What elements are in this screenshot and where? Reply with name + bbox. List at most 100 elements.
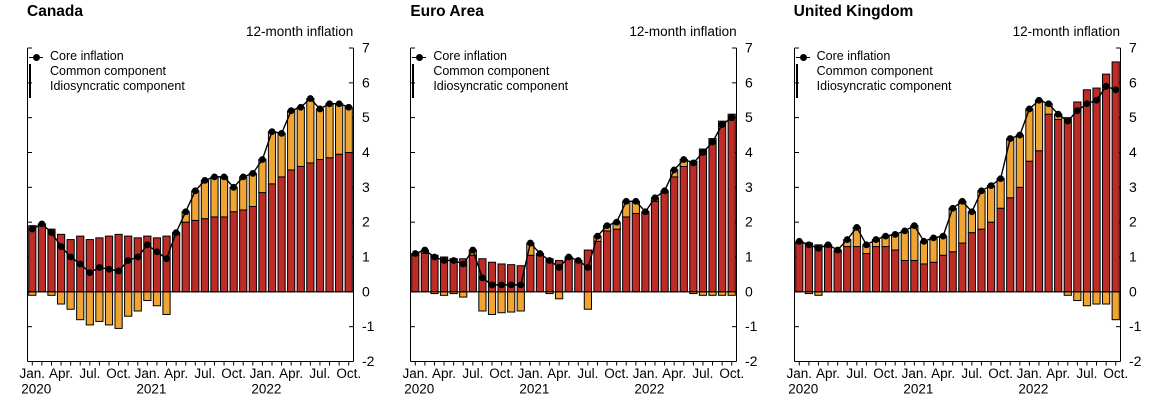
core-dot [632, 197, 640, 205]
legend-item-idiosyncratic: Idiosyncratic component [795, 79, 952, 98]
idiosyncratic-swatch-icon [412, 79, 426, 98]
core-dot [86, 269, 94, 277]
core-dot [278, 129, 285, 137]
bar-common [335, 153, 344, 293]
core-dot [728, 114, 736, 122]
bar-idiosyncratic [584, 291, 593, 310]
core-dot [565, 253, 573, 261]
core-line [415, 117, 733, 286]
x-tick-label: Oct. [221, 366, 246, 381]
legend-label: Idiosyncratic component [816, 79, 952, 93]
core-dot [987, 182, 995, 189]
y-tick-label: 5 [362, 109, 370, 125]
legend-label: Common component [50, 64, 167, 78]
core-dot [795, 237, 803, 245]
core-dot [76, 260, 84, 268]
bar-idiosyncratic [315, 108, 325, 160]
y-tick-label: 0 [362, 283, 370, 299]
y-tick-label: -1 [1129, 318, 1142, 334]
core-dot [833, 246, 841, 254]
core-dot [517, 281, 525, 289]
bar-common [239, 209, 248, 293]
bar-common [104, 235, 114, 293]
bar-idiosyncratic [76, 291, 85, 321]
bar-idiosyncratic [287, 110, 296, 171]
core-dot [862, 241, 870, 249]
bar-common [564, 258, 574, 293]
x-tick-label: Jul. [846, 366, 867, 381]
bar-common [306, 162, 315, 293]
bar-idiosyncratic [258, 158, 267, 194]
core-dot [958, 197, 966, 205]
core-dot-icon [795, 50, 810, 63]
core-dot [28, 225, 36, 233]
y-tick-label: 5 [745, 109, 753, 125]
bar-common [909, 259, 919, 293]
bar-common [584, 249, 593, 293]
bar-common [66, 239, 75, 293]
y-tick-label: -2 [745, 353, 758, 369]
bar-idiosyncratic [1101, 291, 1110, 305]
bar-common [191, 219, 200, 293]
bar-idiosyncratic [459, 291, 468, 298]
bar-common [996, 207, 1005, 293]
idiosyncratic-swatch-icon [29, 79, 43, 98]
core-dot [1083, 100, 1090, 108]
core-dot [642, 208, 650, 216]
x-tick-label: Apr. [931, 366, 955, 381]
legend-label: Idiosyncratic component [433, 79, 569, 93]
bar-common [948, 251, 957, 293]
bar-common [718, 120, 727, 293]
core-dot [853, 223, 860, 231]
x-tick-label: Apr. [49, 366, 73, 381]
core-dot [105, 265, 113, 273]
bar-common [219, 216, 229, 293]
bar-common [315, 158, 325, 293]
bar-common [172, 233, 181, 293]
x-tick-label: Apr. [1046, 366, 1070, 381]
axis-unit-label: 12-month inflation [246, 24, 354, 39]
bar-idiosyncratic [1072, 291, 1082, 302]
idiosyncratic-swatch-icon [795, 79, 810, 98]
bar-idiosyncratic [344, 106, 353, 153]
bar-common [929, 261, 938, 293]
bar-idiosyncratic [114, 291, 123, 329]
core-dot [1102, 82, 1110, 90]
x-year-label: 2021 [903, 382, 933, 397]
core-dot [421, 246, 429, 254]
chart-legend: Core inflation Common component Idiosync… [412, 49, 569, 98]
bar-common [248, 205, 257, 293]
bar-common [900, 259, 909, 293]
x-tick-label: Oct. [106, 366, 131, 381]
bar-idiosyncratic [497, 291, 507, 314]
bar-common [325, 157, 334, 293]
bar-common [699, 148, 708, 293]
bar-common [296, 165, 305, 293]
bar-idiosyncratic [95, 291, 104, 322]
y-tick-label: 7 [1129, 40, 1137, 56]
x-tick-label: Jul. [961, 366, 982, 381]
bar-common [871, 246, 880, 293]
core-dot [709, 138, 717, 146]
bar-idiosyncratic [306, 98, 315, 164]
core-dot [326, 100, 333, 108]
bar-idiosyncratic [996, 178, 1005, 209]
bar-idiosyncratic [200, 179, 209, 220]
core-dot [536, 250, 544, 257]
bar-common [689, 160, 698, 293]
bar-idiosyncratic [66, 291, 75, 310]
bar-common [1053, 118, 1062, 293]
y-tick-label: 6 [362, 74, 370, 90]
bar-common [1063, 117, 1072, 293]
x-year-label: 2021 [136, 382, 166, 397]
bar-idiosyncratic [1111, 291, 1120, 321]
bar-common [612, 228, 622, 293]
y-tick-label: 0 [745, 283, 753, 299]
x-tick-label: Jul. [79, 366, 100, 381]
core-dot [843, 236, 851, 243]
core-dot [901, 227, 908, 235]
bar-idiosyncratic [210, 176, 219, 218]
core-dot [594, 232, 602, 240]
x-tick-label: Jan. [250, 366, 276, 381]
